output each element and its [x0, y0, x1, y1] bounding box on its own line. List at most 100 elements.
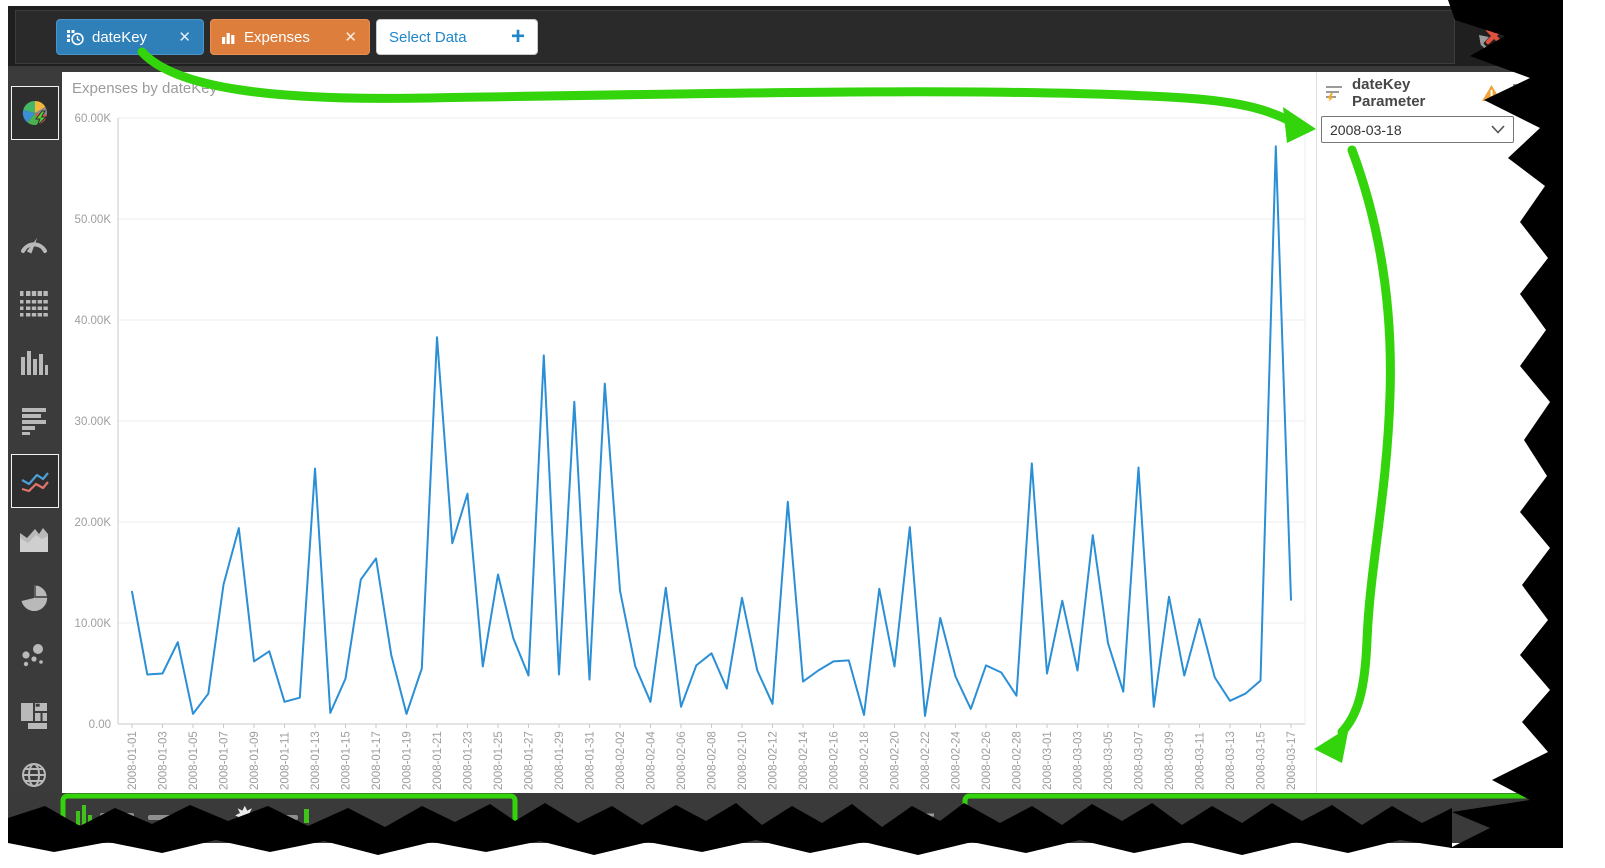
- green-fragment: [304, 809, 309, 823]
- tab-label: Expenses: [244, 28, 310, 46]
- expenses-series-line: [131, 145, 1292, 717]
- sidebar-item-line-chart[interactable]: [11, 454, 59, 508]
- x-axis-tick-label: 2008-02-22: [920, 731, 932, 790]
- sidebar-item-gauge[interactable]: [11, 218, 57, 270]
- arc-fragment: [1497, 810, 1514, 820]
- x-axis-tick-label: 2008-01-19: [402, 731, 414, 790]
- bar-chart-icon: [21, 351, 48, 375]
- x-axis-tick-label: 2008-03-09: [1164, 731, 1176, 790]
- x-axis-tick-label: 2008-02-08: [707, 731, 719, 790]
- mini-bar-chart-icon-fragment: [76, 805, 92, 825]
- datetime-hierarchy-icon: [67, 29, 84, 46]
- x-axis-tick-label: 2008-01-13: [310, 731, 322, 790]
- x-axis-tick-label: 2008-02-14: [798, 731, 810, 790]
- x-axis-tick-label: 2008-02-10: [737, 731, 749, 790]
- x-axis-tick-label: 2008-01-01: [127, 731, 139, 790]
- y-axis-tick-label: 10.00K: [75, 618, 112, 630]
- sidebar-item-area-chart[interactable]: [11, 513, 57, 565]
- x-axis-tick-label: 2008-03-03: [1073, 731, 1085, 790]
- y-axis-tick-label: 30.00K: [75, 416, 112, 428]
- sidebar-item-auto-chart[interactable]: [11, 86, 59, 140]
- globe-icon: [22, 763, 46, 787]
- sidebar-item-horizontal-bar-chart[interactable]: [11, 395, 57, 447]
- dropdown-value: 2008-03-18: [1330, 121, 1402, 138]
- parameter-list-icon: [1325, 84, 1345, 102]
- gray-fragment: [920, 813, 934, 822]
- pie-chart-icon: [21, 584, 48, 611]
- chart-title: Expenses by dateKey: [72, 80, 218, 97]
- x-axis-tick-label: 2008-03-05: [1103, 731, 1115, 790]
- sidebar-item-table[interactable]: [11, 277, 57, 329]
- x-axis-tick-label: 2008-02-02: [615, 731, 627, 790]
- annotation-box-right: [962, 793, 1530, 843]
- x-axis-tick-label: 2008-01-05: [188, 731, 200, 790]
- measure-bars-icon: [221, 30, 236, 45]
- tab-label: dateKey: [92, 28, 148, 46]
- x-axis-tick-label: 2008-02-26: [981, 731, 993, 790]
- datekey-parameter-dropdown[interactable]: 2008-03-18: [1321, 116, 1514, 143]
- asterisk-fragment: [235, 805, 255, 825]
- x-axis-tick-label: 2008-02-06: [676, 731, 688, 790]
- tab-select-data[interactable]: Select Data +: [376, 19, 538, 55]
- x-axis-tick-label: 2008-02-18: [859, 731, 871, 790]
- y-axis-tick-label: 0.00: [89, 719, 111, 731]
- x-axis-tick-label: 2008-03-17: [1286, 731, 1298, 790]
- tab-label: Select Data: [389, 28, 467, 46]
- revert-clear-button[interactable]: [1463, 10, 1525, 62]
- table-icon: [20, 291, 48, 317]
- horizontal-bar-chart-icon: [22, 408, 46, 435]
- x-axis-tick-label: 2008-01-03: [158, 731, 170, 790]
- top-toolbar: dateKey ✕ Expenses ✕ Select Data +: [8, 6, 1526, 66]
- scatter-plot-icon: [22, 644, 43, 667]
- x-axis-tick-label: 2008-01-29: [554, 731, 566, 790]
- x-axis-tick-label: 2008-02-04: [646, 731, 658, 790]
- sidebar-item-bar-chart[interactable]: [11, 336, 57, 388]
- x-axis-tick-label: 2008-03-07: [1134, 731, 1146, 790]
- auto-chart-icon: [22, 100, 48, 127]
- x-axis-tick-label: 2008-03-11: [1195, 732, 1207, 790]
- parameter-panel: dateKey Parameter 2008-03-18: [1316, 72, 1527, 794]
- torn-text-smudge: [100, 813, 298, 820]
- line-chart-icon: [21, 472, 49, 493]
- close-icon[interactable]: ✕: [178, 28, 191, 46]
- x-axis-tick-label: 2008-03-01: [1042, 731, 1054, 790]
- sidebar-item-map[interactable]: [11, 749, 57, 801]
- sidebar-item-scatter-plot[interactable]: [11, 631, 57, 683]
- add-data-icon[interactable]: +: [510, 23, 525, 50]
- x-axis-tick-label: 2008-02-12: [768, 731, 780, 790]
- red-x-icon: [1485, 27, 1503, 45]
- bottom-bar-remnant: [8, 793, 1530, 843]
- red-fragment: [1387, 815, 1397, 825]
- x-axis-tick-label: 2008-01-11: [280, 732, 292, 790]
- warning-triangle-icon: [1481, 84, 1502, 102]
- x-axis-tick-label: 2008-03-15: [1256, 731, 1268, 790]
- area-chart-icon: [20, 528, 48, 552]
- x-axis-tick-label: 2008-01-21: [432, 731, 444, 790]
- kebab-menu-icon[interactable]: [1509, 82, 1521, 104]
- data-tab-strip: dateKey ✕ Expenses ✕ Select Data +: [15, 10, 1455, 64]
- x-axis-tick-label: 2008-03-13: [1225, 731, 1237, 790]
- x-axis-tick-label: 2008-02-28: [1012, 731, 1024, 790]
- tab-datekey[interactable]: dateKey ✕: [56, 19, 204, 55]
- annotation-box-left: [60, 793, 518, 843]
- chart-canvas: Expenses by dateKey 60.00K 50.00K 40.00K 30…: [62, 72, 1316, 794]
- x-axis-tick-label: 2008-01-09: [249, 731, 261, 790]
- x-axis-tick-label: 2008-01-15: [341, 731, 353, 790]
- chart-type-sidebar: [8, 72, 62, 794]
- treemap-icon: [21, 703, 47, 729]
- y-axis-tick-label: 20.00K: [75, 517, 112, 529]
- x-axis-tick-label: 2008-01-31: [585, 731, 597, 790]
- x-axis-tick-label: 2008-02-16: [829, 731, 841, 790]
- tab-expenses[interactable]: Expenses ✕: [210, 19, 370, 55]
- sidebar-item-treemap[interactable]: [11, 690, 57, 742]
- sidebar-item-pie-chart[interactable]: [11, 572, 57, 624]
- y-axis-tick-label: 60.00K: [75, 113, 112, 125]
- x-axis-tick-label: 2008-01-17: [371, 731, 383, 790]
- y-axis-tick-label: 40.00K: [75, 315, 112, 327]
- x-axis-tick-label: 2008-02-24: [951, 731, 963, 790]
- x-axis-tick-label: 2008-01-27: [524, 731, 536, 790]
- chevron-down-icon: [1491, 125, 1505, 134]
- close-icon[interactable]: ✕: [344, 28, 357, 46]
- x-axis-tick-label: 2008-01-25: [493, 731, 505, 790]
